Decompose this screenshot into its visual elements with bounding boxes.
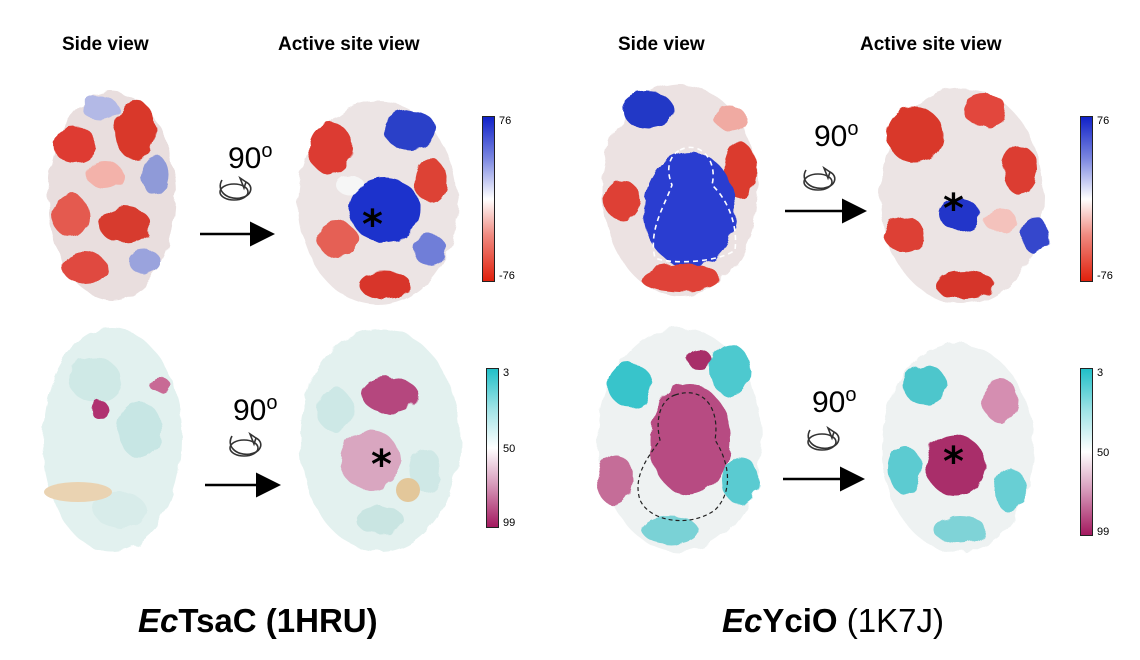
active-site-marker-tsac-top: * [362, 202, 383, 248]
rotation-label-tsac-bottom: 90o [233, 392, 278, 427]
rotate-icon-ycio-top [803, 165, 836, 191]
rotation-label-ycio-bottom: 90o [812, 384, 857, 419]
electrostatic-scale-min-ycio: -76 [1097, 270, 1113, 282]
tsac-active-ligand [396, 478, 420, 502]
header-side-view-ycio: Side view [618, 34, 705, 55]
electrostatic-scale-bar-ycio [1080, 116, 1093, 282]
tsac-side-electrostatic-surface [48, 92, 176, 300]
ycio-side-conservation-outline-dashed [637, 392, 728, 522]
ycio-active-electrostatic-surface [880, 88, 1049, 304]
electrostatic-scale-bar-tsac [482, 116, 495, 282]
caption-ycio: EcYciO (1K7J) [722, 602, 944, 639]
tsac-active-electrostatic-surface [298, 101, 458, 305]
conservation-scale-mid-ycio: 50 [1097, 447, 1110, 459]
rotate-icon-tsac-bottom [229, 431, 262, 457]
conservation-scale-bar-ycio [1080, 368, 1093, 536]
tsac-active-conservation-surface [300, 328, 460, 552]
caption-tsac: EcTsaC (1HRU) [138, 602, 378, 639]
rotate-icon-ycio-bottom [807, 425, 840, 451]
conservation-scale-bar-tsac [486, 368, 499, 528]
electrostatic-scale-max-ycio: 76 [1097, 115, 1110, 127]
active-site-marker-ycio-top: * [943, 186, 964, 232]
ycio-side-conservation-surface [597, 328, 762, 552]
header-active-site-view-ycio: Active site view [860, 34, 1002, 55]
active-site-marker-ycio-bottom: * [943, 439, 964, 485]
ycio-side-electrostatic-surface [602, 84, 758, 296]
tsac-side-ligand [44, 482, 112, 502]
electrostatic-scale-max-tsac: 76 [499, 115, 512, 127]
ycio-side-outline-dashed [652, 146, 737, 263]
electrostatic-scale-min-tsac: -76 [499, 270, 515, 282]
conservation-scale-top-tsac: 3 [503, 367, 510, 379]
header-active-site-view-tsac: Active site view [278, 34, 420, 55]
rotation-label-tsac-top: 90o [228, 140, 273, 175]
conservation-scale-mid-tsac: 50 [503, 443, 516, 455]
conservation-scale-bottom-ycio: 99 [1097, 526, 1110, 538]
rotation-label-ycio-top: 90o [814, 118, 859, 153]
header-side-view-tsac: Side view [62, 34, 149, 55]
rotate-icon-tsac-top [219, 175, 252, 201]
ycio-active-conservation-surface [882, 344, 1034, 552]
rotate-icon-group [219, 165, 840, 457]
conservation-scale-top-ycio: 3 [1097, 367, 1104, 379]
tsac-side-conservation-surface [42, 328, 182, 552]
conservation-scale-bottom-tsac: 99 [503, 517, 516, 529]
active-site-marker-tsac-bottom: * [371, 442, 392, 488]
